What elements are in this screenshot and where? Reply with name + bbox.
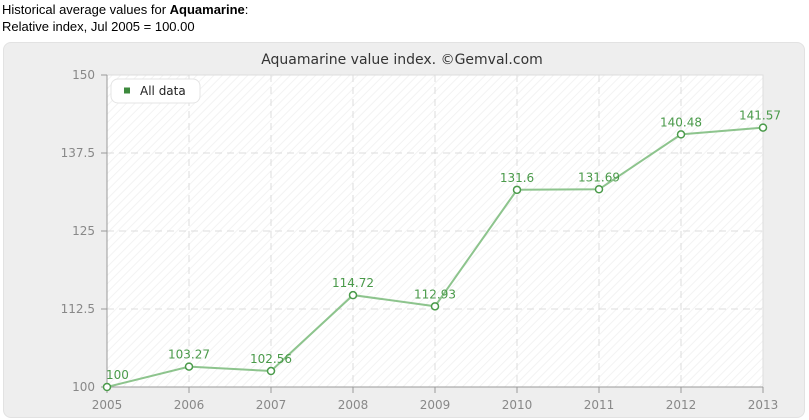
data-point[interactable] xyxy=(102,382,112,392)
y-tick-label: 137.5 xyxy=(61,146,95,160)
intro-line-2: Relative index, Jul 2005 = 100.00 xyxy=(2,19,195,34)
x-tick-label: 2008 xyxy=(338,398,369,412)
x-tick-label: 2005 xyxy=(92,398,123,412)
data-label: 131.69 xyxy=(578,170,620,184)
data-point[interactable] xyxy=(184,362,194,371)
intro-line-1: Historical average values for Aquamarine… xyxy=(2,1,248,18)
data-label: 140.48 xyxy=(660,115,702,129)
y-tick-label: 125 xyxy=(72,224,95,238)
data-point[interactable] xyxy=(758,123,768,132)
data-point[interactable] xyxy=(430,302,440,311)
y-tick-label: 112.5 xyxy=(61,302,95,316)
grid-lines xyxy=(107,74,763,387)
data-label: 103.27 xyxy=(168,348,210,362)
legend-label: All data xyxy=(140,84,186,98)
series-all-data xyxy=(102,123,768,392)
y-tick-label: 100 xyxy=(72,380,95,394)
data-point[interactable] xyxy=(512,185,522,195)
legend-box xyxy=(110,78,201,104)
data-label: 141.57 xyxy=(739,109,781,123)
legend-marker xyxy=(124,87,130,94)
data-label: 100 xyxy=(106,368,129,382)
y-tick-label: 150 xyxy=(72,68,95,82)
data-label: 131.6 xyxy=(500,171,534,185)
x-axis-ticks: 2005 2006 2007 2008 2009 2010 2011 2012 2013 xyxy=(92,387,779,412)
data-point[interactable] xyxy=(594,185,604,194)
intro-suffix: : xyxy=(244,2,249,17)
x-tick-label: 2012 xyxy=(666,398,697,412)
intro-prefix: Historical average values for xyxy=(2,2,170,17)
chart-title: Aquamarine value index. ©Gemval.com xyxy=(261,52,543,68)
x-tick-label: 2013 xyxy=(748,398,779,412)
x-tick-label: 2007 xyxy=(256,398,287,412)
x-tick-label: 2010 xyxy=(502,398,533,412)
data-point[interactable] xyxy=(266,366,276,376)
x-tick-label: 2006 xyxy=(174,398,205,412)
y-axis-ticks: 100 112.5 125 137.5 150 xyxy=(61,68,107,394)
data-point[interactable] xyxy=(676,130,686,139)
x-tick-label: 2009 xyxy=(420,398,451,412)
data-label: 102.56 xyxy=(250,352,292,366)
data-label: 112.93 xyxy=(414,287,456,301)
intro-text: Historical average values for Aquamarine… xyxy=(2,1,248,35)
x-tick-label: 2011 xyxy=(584,398,615,412)
gem-name: Aquamarine xyxy=(169,2,245,17)
legend[interactable]: All data xyxy=(110,78,201,104)
data-label: 114.72 xyxy=(332,276,374,290)
data-labels: 100 103.27 102.56 114.72 112.93 131.6 131.69 14… xyxy=(106,109,781,382)
data-point[interactable] xyxy=(348,290,358,300)
